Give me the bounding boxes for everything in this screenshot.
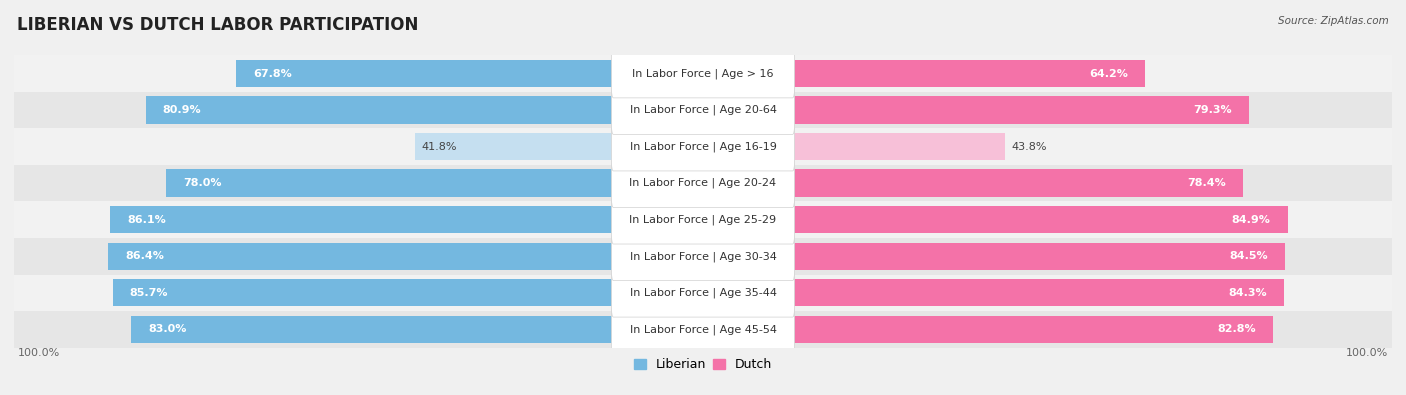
FancyBboxPatch shape xyxy=(612,305,794,354)
Bar xyxy=(703,60,1146,87)
Bar xyxy=(146,96,703,124)
Bar xyxy=(112,279,703,307)
Text: LIBERIAN VS DUTCH LABOR PARTICIPATION: LIBERIAN VS DUTCH LABOR PARTICIPATION xyxy=(17,16,418,34)
Text: 100.0%: 100.0% xyxy=(17,348,59,358)
Bar xyxy=(14,311,1392,348)
Text: 78.4%: 78.4% xyxy=(1187,178,1226,188)
Text: 41.8%: 41.8% xyxy=(422,142,457,152)
Bar xyxy=(703,316,1274,343)
Text: Source: ZipAtlas.com: Source: ZipAtlas.com xyxy=(1278,16,1389,26)
Text: 79.3%: 79.3% xyxy=(1194,105,1232,115)
Text: 83.0%: 83.0% xyxy=(149,324,187,334)
Bar xyxy=(14,275,1392,311)
Bar xyxy=(166,169,703,197)
Bar xyxy=(14,55,1392,92)
Text: 67.8%: 67.8% xyxy=(253,69,292,79)
Text: In Labor Force | Age 16-19: In Labor Force | Age 16-19 xyxy=(630,141,776,152)
Text: 100.0%: 100.0% xyxy=(1347,348,1389,358)
Bar xyxy=(14,165,1392,201)
Text: In Labor Force | Age 20-64: In Labor Force | Age 20-64 xyxy=(630,105,776,115)
Bar xyxy=(131,316,703,343)
Bar xyxy=(703,243,1285,270)
Text: 84.3%: 84.3% xyxy=(1227,288,1267,298)
FancyBboxPatch shape xyxy=(612,49,794,98)
Text: In Labor Force | Age 35-44: In Labor Force | Age 35-44 xyxy=(630,288,776,298)
Bar xyxy=(14,92,1392,128)
Bar xyxy=(415,133,703,160)
Text: 82.8%: 82.8% xyxy=(1218,324,1256,334)
Legend: Liberian, Dutch: Liberian, Dutch xyxy=(628,354,778,376)
Bar xyxy=(703,169,1243,197)
Bar xyxy=(14,128,1392,165)
Text: 43.8%: 43.8% xyxy=(1012,142,1047,152)
Bar xyxy=(703,206,1288,233)
Text: 80.9%: 80.9% xyxy=(163,105,201,115)
FancyBboxPatch shape xyxy=(612,232,794,280)
Bar xyxy=(108,243,703,270)
Bar xyxy=(236,60,703,87)
Text: 84.9%: 84.9% xyxy=(1232,215,1271,225)
Bar xyxy=(14,201,1392,238)
FancyBboxPatch shape xyxy=(612,122,794,171)
Text: In Labor Force | Age > 16: In Labor Force | Age > 16 xyxy=(633,68,773,79)
Text: 86.4%: 86.4% xyxy=(125,251,165,261)
FancyBboxPatch shape xyxy=(612,86,794,134)
Bar xyxy=(703,279,1284,307)
Text: 86.1%: 86.1% xyxy=(127,215,166,225)
Text: 78.0%: 78.0% xyxy=(183,178,221,188)
FancyBboxPatch shape xyxy=(612,269,794,317)
Bar xyxy=(703,133,1005,160)
Text: 64.2%: 64.2% xyxy=(1090,69,1128,79)
Bar xyxy=(14,238,1392,275)
Text: In Labor Force | Age 25-29: In Labor Force | Age 25-29 xyxy=(630,214,776,225)
FancyBboxPatch shape xyxy=(612,159,794,207)
Text: In Labor Force | Age 45-54: In Labor Force | Age 45-54 xyxy=(630,324,776,335)
Bar xyxy=(110,206,703,233)
Text: In Labor Force | Age 30-34: In Labor Force | Age 30-34 xyxy=(630,251,776,261)
Text: In Labor Force | Age 20-24: In Labor Force | Age 20-24 xyxy=(630,178,776,188)
Text: 84.5%: 84.5% xyxy=(1229,251,1268,261)
Bar xyxy=(703,96,1250,124)
Text: 85.7%: 85.7% xyxy=(129,288,169,298)
FancyBboxPatch shape xyxy=(612,196,794,244)
